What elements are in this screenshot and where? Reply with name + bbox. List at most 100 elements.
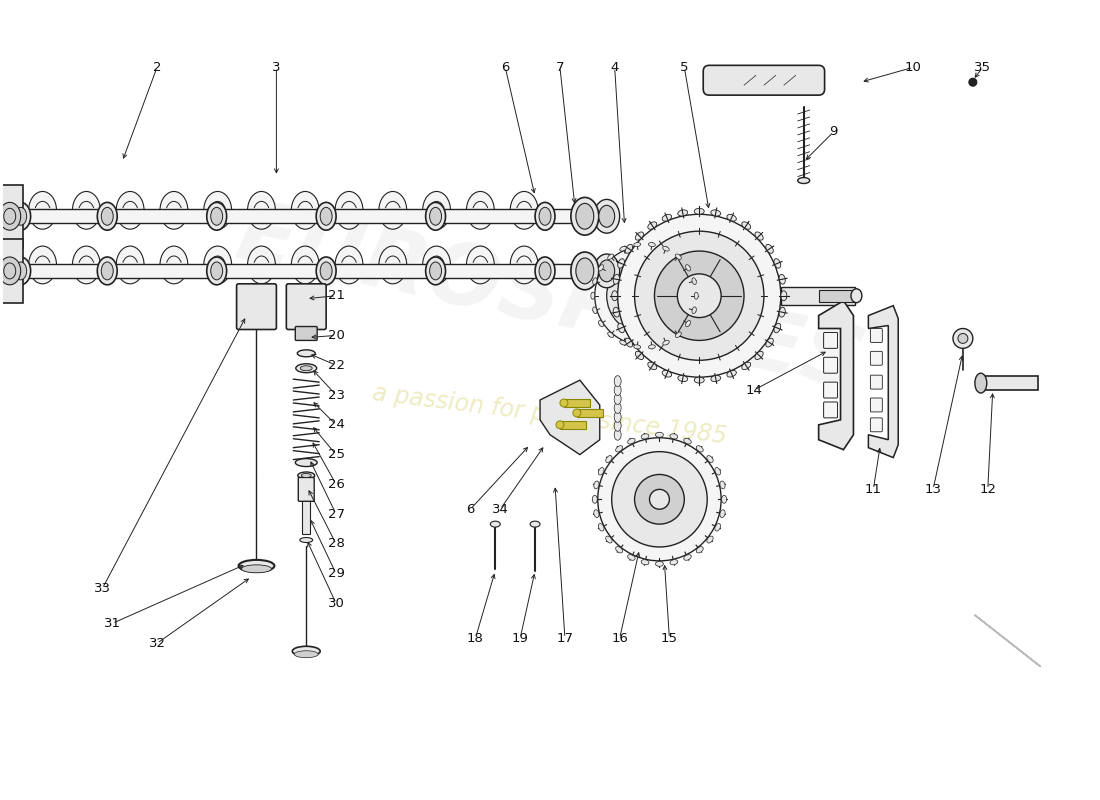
Ellipse shape <box>616 546 623 553</box>
Text: 20: 20 <box>328 329 344 342</box>
Text: 33: 33 <box>94 582 111 595</box>
Ellipse shape <box>694 292 698 299</box>
Ellipse shape <box>207 257 227 285</box>
Ellipse shape <box>614 411 622 422</box>
Ellipse shape <box>422 246 451 284</box>
Ellipse shape <box>741 222 750 230</box>
Text: 9: 9 <box>829 126 838 138</box>
Bar <box>560 421 586 429</box>
FancyBboxPatch shape <box>870 375 882 389</box>
FancyBboxPatch shape <box>286 284 326 330</box>
Text: 25: 25 <box>328 448 344 461</box>
Ellipse shape <box>295 650 318 658</box>
Text: 6: 6 <box>466 502 474 516</box>
Text: 26: 26 <box>328 478 344 491</box>
Ellipse shape <box>619 340 626 345</box>
Bar <box>18 210 585 223</box>
Ellipse shape <box>722 495 727 503</box>
Ellipse shape <box>598 321 604 326</box>
FancyBboxPatch shape <box>295 326 317 341</box>
Circle shape <box>627 278 662 314</box>
Ellipse shape <box>211 207 222 226</box>
Ellipse shape <box>426 202 446 230</box>
Ellipse shape <box>606 536 612 543</box>
Ellipse shape <box>694 208 704 214</box>
Ellipse shape <box>593 278 597 285</box>
Ellipse shape <box>378 191 407 229</box>
Ellipse shape <box>684 554 691 560</box>
Ellipse shape <box>248 246 275 284</box>
Text: 3: 3 <box>272 61 280 74</box>
Ellipse shape <box>204 191 232 229</box>
Ellipse shape <box>715 467 720 475</box>
Ellipse shape <box>656 562 663 566</box>
Text: 14: 14 <box>746 383 762 397</box>
Ellipse shape <box>727 214 736 221</box>
FancyBboxPatch shape <box>824 358 837 373</box>
Ellipse shape <box>662 370 672 377</box>
Ellipse shape <box>648 345 656 349</box>
Ellipse shape <box>628 554 635 560</box>
Polygon shape <box>540 380 600 454</box>
Text: 11: 11 <box>865 483 882 496</box>
Bar <box>781 286 856 305</box>
Ellipse shape <box>628 438 635 444</box>
Ellipse shape <box>426 257 446 285</box>
Ellipse shape <box>591 292 595 299</box>
Circle shape <box>573 409 581 417</box>
Ellipse shape <box>0 257 21 285</box>
Ellipse shape <box>781 290 786 301</box>
Ellipse shape <box>616 446 623 452</box>
Ellipse shape <box>625 338 632 347</box>
Circle shape <box>618 214 781 377</box>
Text: 22: 22 <box>328 358 344 372</box>
Ellipse shape <box>248 191 275 229</box>
Polygon shape <box>818 301 854 450</box>
Ellipse shape <box>692 307 696 314</box>
Ellipse shape <box>612 290 618 301</box>
Ellipse shape <box>466 246 494 284</box>
Ellipse shape <box>641 560 649 565</box>
Ellipse shape <box>648 222 657 230</box>
Ellipse shape <box>594 199 619 233</box>
Ellipse shape <box>97 202 118 230</box>
Ellipse shape <box>634 242 640 246</box>
Ellipse shape <box>606 455 612 462</box>
Text: 13: 13 <box>925 483 942 496</box>
Ellipse shape <box>707 536 713 543</box>
Ellipse shape <box>491 521 501 527</box>
Ellipse shape <box>648 242 656 246</box>
Ellipse shape <box>593 307 597 314</box>
Ellipse shape <box>598 265 604 271</box>
FancyBboxPatch shape <box>824 333 837 348</box>
Bar <box>818 290 857 302</box>
Ellipse shape <box>466 191 494 229</box>
Text: 15: 15 <box>661 632 678 645</box>
Ellipse shape <box>685 321 691 326</box>
Text: 10: 10 <box>904 61 922 74</box>
FancyBboxPatch shape <box>870 329 882 342</box>
Ellipse shape <box>336 246 363 284</box>
Ellipse shape <box>297 350 316 357</box>
Ellipse shape <box>618 323 625 333</box>
Ellipse shape <box>598 523 604 531</box>
Ellipse shape <box>662 340 669 345</box>
Ellipse shape <box>378 246 407 284</box>
Circle shape <box>958 334 968 343</box>
Ellipse shape <box>741 362 750 370</box>
Ellipse shape <box>613 307 619 317</box>
Ellipse shape <box>670 434 678 439</box>
Ellipse shape <box>755 232 763 240</box>
Text: 17: 17 <box>557 632 573 645</box>
Ellipse shape <box>101 262 113 280</box>
Ellipse shape <box>656 432 663 438</box>
Circle shape <box>654 251 744 341</box>
Ellipse shape <box>711 210 720 216</box>
Ellipse shape <box>607 254 614 259</box>
Ellipse shape <box>293 646 320 656</box>
Ellipse shape <box>101 207 113 226</box>
Circle shape <box>635 474 684 524</box>
Ellipse shape <box>625 244 632 254</box>
Ellipse shape <box>11 202 31 230</box>
Ellipse shape <box>576 258 594 284</box>
